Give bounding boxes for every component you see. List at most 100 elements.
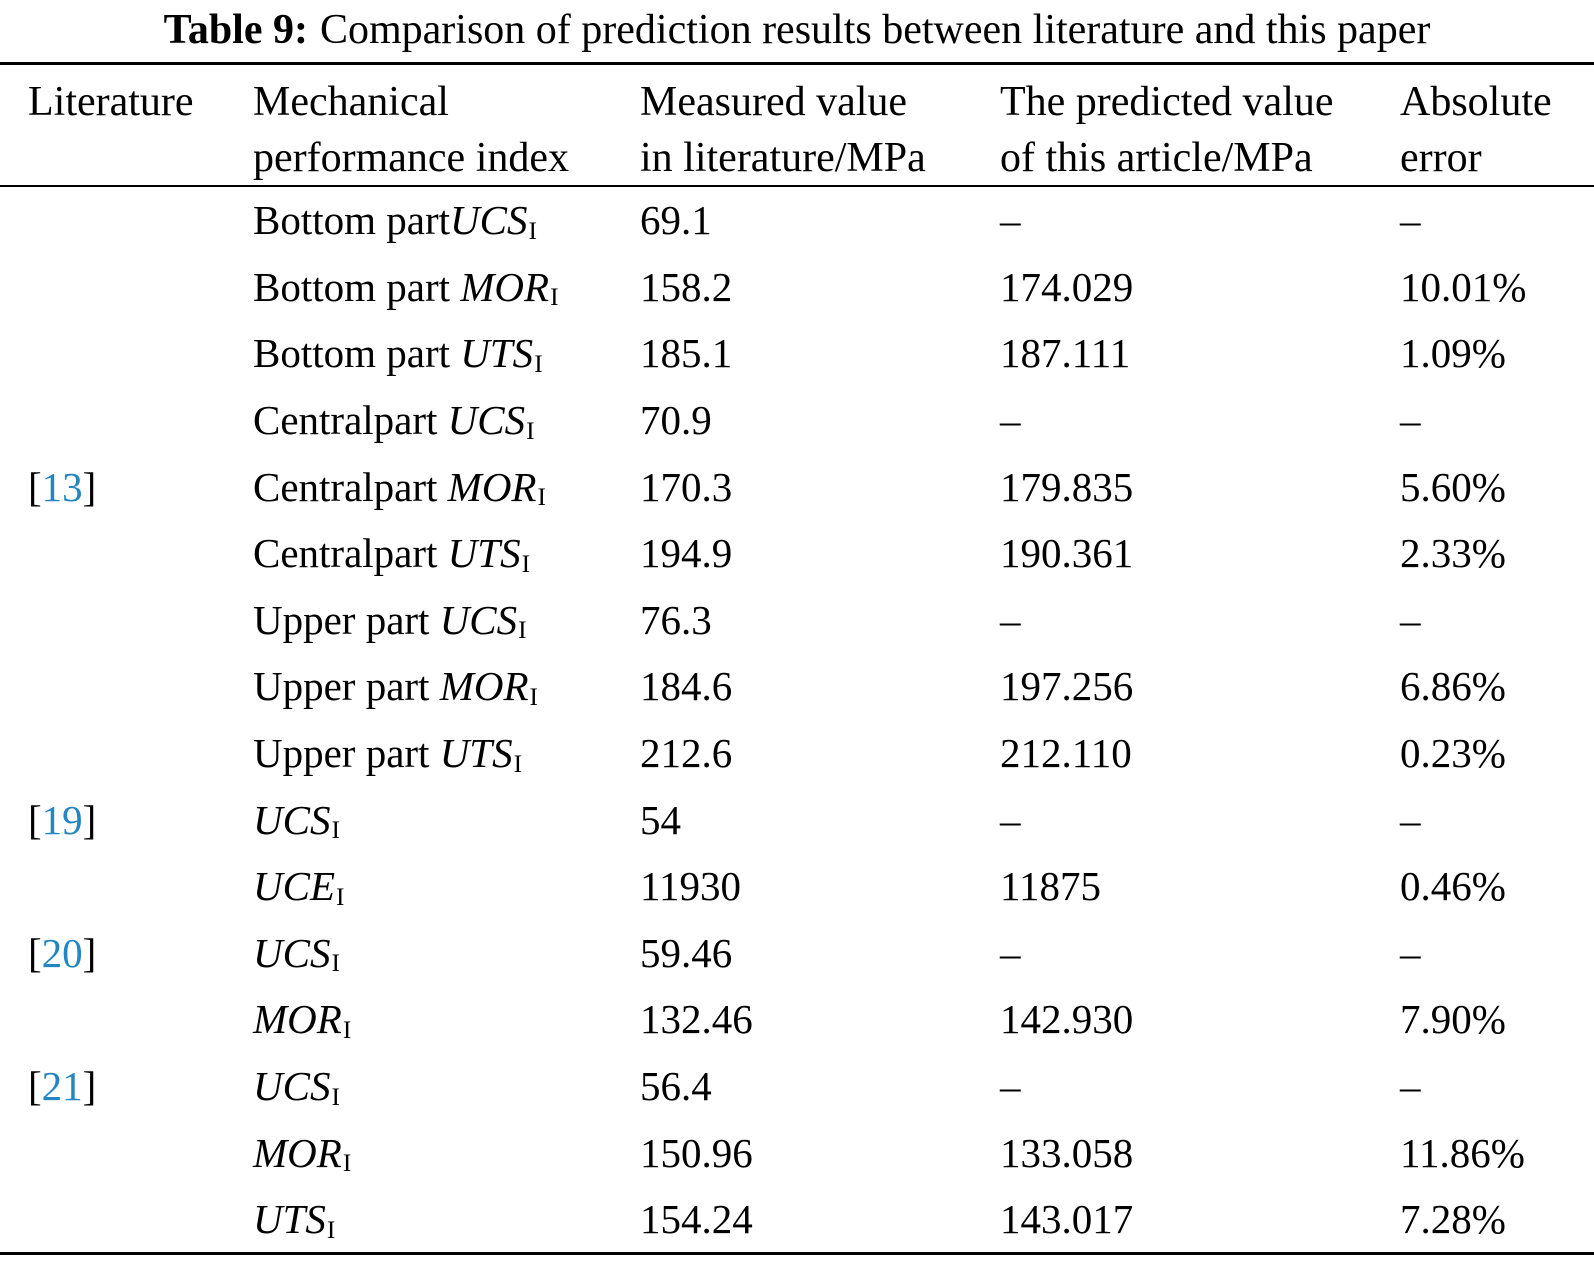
absolute-error-cell: 11.86% xyxy=(1400,1129,1525,1176)
index-subscript: I xyxy=(537,483,546,512)
index-prefix: Bottom part xyxy=(253,263,461,310)
measured-value-cell: 194.9 xyxy=(640,530,733,577)
measured-value-cell: 76.3 xyxy=(640,596,712,643)
mechanical-index-cell: Upper part UCSI xyxy=(253,596,640,645)
citation-link[interactable]: 20 xyxy=(41,929,83,976)
table-row: [] Bottom partUCSI 69.1 – – xyxy=(28,187,1594,254)
measured-value-cell: 158.2 xyxy=(640,263,733,310)
absolute-error-cell: 0.46% xyxy=(1400,863,1506,910)
table-row: [] MORI 150.96 133.058 11.86% xyxy=(28,1119,1594,1186)
mechanical-index-cell: UCSI xyxy=(253,1062,640,1111)
absolute-error-cell: 0.23% xyxy=(1400,730,1506,777)
index-subscript: I xyxy=(550,283,559,312)
absolute-error-cell: 5.60% xyxy=(1400,463,1506,510)
citation-bracket-close: ] xyxy=(82,796,97,843)
table-row: [] UCEI 11930 11875 0.46% xyxy=(28,853,1594,920)
predicted-value-cell: – xyxy=(1000,1063,1021,1110)
mechanical-index-cell: Centralpart UCSI xyxy=(253,396,640,445)
column-header-predicted-value: The predicted value of this article/MPa xyxy=(1000,79,1334,181)
measured-value-cell: 150.96 xyxy=(640,1129,753,1176)
table-row: [] Upper part UCSI 76.3 – – xyxy=(28,587,1594,654)
column-header-mechanical-performance-index: Mechanical performance index xyxy=(253,79,570,181)
index-symbol: UCE xyxy=(253,863,335,910)
index-symbol: UCS xyxy=(253,929,331,976)
mechanical-index-cell: UTSI xyxy=(253,1195,640,1244)
absolute-error-cell: – xyxy=(1400,796,1421,843)
index-prefix: Upper part xyxy=(253,596,440,643)
index-symbol: UTS xyxy=(253,1196,326,1243)
measured-value-cell: 154.24 xyxy=(640,1196,753,1243)
mechanical-index-cell: Centralpart UTSI xyxy=(253,529,640,578)
table-row: [] Centralpart UCSI 70.9 – – xyxy=(28,387,1594,454)
index-symbol: UTS xyxy=(439,730,513,777)
predicted-value-cell: 11875 xyxy=(1000,863,1101,910)
absolute-error-cell: – xyxy=(1400,1063,1421,1110)
table-row: [19] UCSI 54 – – xyxy=(28,786,1594,853)
absolute-error-cell: – xyxy=(1400,197,1421,244)
absolute-error-cell: 6.86% xyxy=(1400,663,1506,710)
literature-ref-cell: [19] xyxy=(28,796,253,844)
index-symbol: MOR xyxy=(447,463,537,510)
table-row: [] UTSI 154.24 143.017 7.28% xyxy=(28,1186,1594,1253)
index-subscript: I xyxy=(526,416,535,445)
measured-value-cell: 59.46 xyxy=(640,929,733,976)
predicted-value-cell: – xyxy=(1000,596,1021,643)
column-header-literature: Literature xyxy=(28,79,194,125)
predicted-value-cell: 142.930 xyxy=(1000,996,1134,1043)
measured-value-cell: 212.6 xyxy=(640,730,733,777)
absolute-error-cell: 10.01% xyxy=(1400,263,1527,310)
index-subscript: I xyxy=(331,1082,340,1111)
index-symbol: UTS xyxy=(447,530,521,577)
mechanical-index-cell: MORI xyxy=(253,1129,640,1178)
index-symbol: MOR xyxy=(460,263,550,310)
citation-bracket-open: [ xyxy=(28,1063,42,1110)
measured-value-cell: 132.46 xyxy=(640,996,753,1043)
index-subscript: I xyxy=(331,816,340,845)
index-subscript: I xyxy=(518,616,527,645)
index-subscript: I xyxy=(342,1149,352,1178)
predicted-value-cell: 197.256 xyxy=(1000,663,1134,710)
absolute-error-cell: – xyxy=(1400,596,1421,643)
index-symbol: UCS xyxy=(253,796,331,843)
citation-bracket-close: ] xyxy=(82,929,97,976)
table-caption-label: Table 9: xyxy=(163,7,308,53)
measured-value-cell: 70.9 xyxy=(640,397,712,444)
citation-link[interactable]: 13 xyxy=(41,463,83,510)
index-prefix: Bottom part xyxy=(253,197,451,244)
mechanical-index-cell: Upper part UTSI xyxy=(253,729,640,778)
predicted-value-cell: – xyxy=(1000,796,1021,843)
measured-value-cell: 69.1 xyxy=(640,197,712,244)
measured-value-cell: 184.6 xyxy=(640,663,733,710)
literature-ref-cell: [20] xyxy=(28,929,253,977)
predicted-value-cell: 190.361 xyxy=(1000,530,1134,577)
index-prefix: Centralpart xyxy=(253,530,448,577)
table-row: [] Upper part MORI 184.6 197.256 6.86% xyxy=(28,653,1594,720)
absolute-error-cell: – xyxy=(1400,397,1421,444)
index-symbol: UTS xyxy=(460,330,534,377)
absolute-error-cell: 7.28% xyxy=(1400,1196,1506,1243)
predicted-value-cell: 133.058 xyxy=(1000,1129,1134,1176)
index-prefix: Upper part xyxy=(253,663,440,710)
predicted-value-cell: 179.835 xyxy=(1000,463,1134,510)
table-bottom-rule xyxy=(0,1252,1594,1255)
citation-bracket-open: [ xyxy=(28,796,42,843)
mechanical-index-cell: UCSI xyxy=(253,929,640,978)
literature-ref-cell: [21] xyxy=(28,1062,253,1110)
index-symbol: UCS xyxy=(253,1063,331,1110)
table-row: [] Upper part UTSI 212.6 212.110 0.23% xyxy=(28,720,1594,787)
index-prefix: Centralpart xyxy=(253,463,448,510)
table-row: [] Bottom part UTSI 185.1 187.111 1.09% xyxy=(28,320,1594,387)
citation-link[interactable]: 19 xyxy=(41,796,83,843)
citation-link[interactable]: 21 xyxy=(41,1063,83,1110)
index-symbol: MOR xyxy=(253,1129,342,1176)
column-header-measured-value: Measured value in literature/MPa xyxy=(640,79,926,181)
column-header-absolute-error: Absolute error xyxy=(1400,79,1552,181)
table-caption: Table 9: Comparison of prediction results… xyxy=(0,4,1594,56)
table-row: [13] Centralpart MORI 170.3 179.835 5.60… xyxy=(28,453,1594,520)
index-prefix: Centralpart xyxy=(253,397,448,444)
table-row: [21] UCSI 56.4 – – xyxy=(28,1053,1594,1120)
index-symbol: MOR xyxy=(253,996,342,1043)
absolute-error-cell: 7.90% xyxy=(1400,996,1506,1043)
absolute-error-cell: 2.33% xyxy=(1400,530,1506,577)
